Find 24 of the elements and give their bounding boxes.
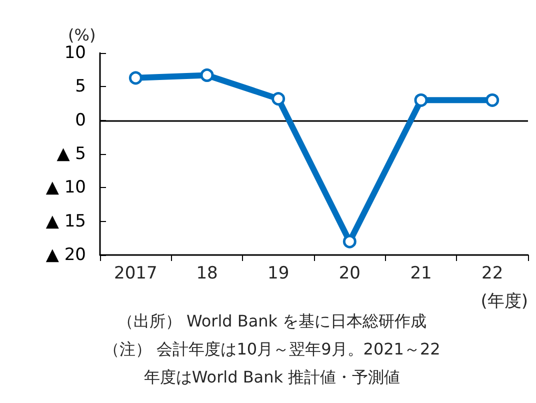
y-tick-label: 10 [64,43,86,63]
y-tick-label: ▲ 5 [56,144,86,164]
y-tick-label: ▲ 20 [46,245,86,265]
x-tick-label: 22 [482,264,504,284]
point [200,68,214,82]
point [414,93,428,107]
text: （注） 会計年度は10月～翌年9月。2021～22 [104,340,440,358]
x-tick-label: 20 [338,264,360,284]
x-tick-label: 21 [410,264,432,284]
x-tick-label: 2017 [114,264,158,284]
point [342,234,356,248]
y-axis-title: (%) [68,26,96,44]
y-tick-label: 5 [75,76,86,97]
point [128,71,142,85]
y-tick-label: 0 [75,110,86,130]
point [272,92,286,106]
point [486,93,500,107]
x-tick-label: 18 [196,264,218,284]
y-tick-label: ▲ 15 [46,211,86,232]
x-tick-label: 19 [268,264,290,284]
text: 年度はWorld Bank 推計値・予測値 [144,368,400,386]
y-tick-label: ▲ 10 [46,178,86,198]
x-axis-title: (年度) [480,292,528,312]
text: （出所） World Bank を基に日本総研作成 [117,312,427,330]
